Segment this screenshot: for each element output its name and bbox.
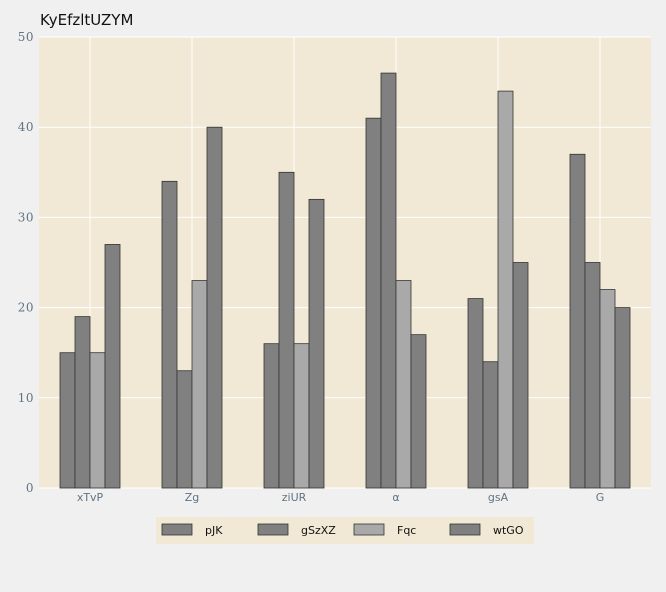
legend: pJK gSzXZ Fqc wtGO <box>156 517 534 544</box>
bar-Fqc-α <box>395 280 412 489</box>
legend-swatch-Fqc <box>353 523 385 536</box>
bar-gSzXZ-G <box>584 262 601 489</box>
x-tick-label: gsA <box>488 491 509 504</box>
bar-gSzXZ-Zg <box>176 370 193 489</box>
chart-title: KyEfzltUZYM <box>40 11 134 29</box>
bar-Fqc-G <box>599 289 616 489</box>
bar-gSzXZ-ziUR <box>278 171 295 489</box>
bar-wtGO-xTvP <box>104 244 121 489</box>
bar-pJK-α <box>365 117 382 489</box>
bar-gSzXZ-α <box>380 72 397 489</box>
bar-gSzXZ-xTvP <box>74 316 91 489</box>
bars <box>59 72 631 489</box>
x-tick-label: ziUR <box>282 491 307 504</box>
bar-pJK-xTvP <box>59 352 76 489</box>
x-tick-label: G <box>596 491 605 504</box>
x-tick-label: Zg <box>185 491 200 504</box>
y-tick-label: 40 <box>18 120 34 134</box>
legend-swatch-gSzXZ <box>257 523 289 536</box>
bar-gSzXZ-gsA <box>482 361 499 489</box>
y-tick-label: 20 <box>18 301 34 315</box>
legend-label-Fqc: Fqc <box>397 524 416 537</box>
y-axis-ticks: 0 10 20 30 40 50 <box>18 30 34 495</box>
y-tick-label: 30 <box>18 210 34 224</box>
legend-swatch-pJK <box>161 523 193 536</box>
y-tick-label: 10 <box>18 391 34 405</box>
x-tick-label: xTvP <box>77 491 104 504</box>
bar-pJK-G <box>569 153 586 489</box>
bar-Fqc-gsA <box>497 90 514 489</box>
plot-area <box>39 37 651 488</box>
bar-pJK-gsA <box>467 298 484 489</box>
bar-wtGO-G <box>614 307 631 489</box>
y-tick-label: 50 <box>18 30 34 44</box>
y-tick-label: 0 <box>26 481 34 495</box>
bar-wtGO-gsA <box>512 262 529 489</box>
bar-Fqc-ziUR <box>293 343 310 489</box>
x-axis-ticks: xTvP Zg ziUR α gsA G <box>77 491 604 504</box>
bar-Fqc-Zg <box>191 280 208 489</box>
bar-pJK-ziUR <box>263 343 280 489</box>
legend-label-wtGO: wtGO <box>493 524 524 537</box>
bar-wtGO-ziUR <box>308 198 325 489</box>
legend-label-pJK: pJK <box>205 524 223 537</box>
x-tick-label: α <box>392 491 399 504</box>
legend-label-gSzXZ: gSzXZ <box>301 524 336 537</box>
bar-wtGO-Zg <box>206 126 223 489</box>
legend-swatch-wtGO <box>449 523 481 536</box>
bar-pJK-Zg <box>161 180 178 489</box>
bar-Fqc-xTvP <box>89 352 106 489</box>
bar-wtGO-α <box>410 334 427 489</box>
